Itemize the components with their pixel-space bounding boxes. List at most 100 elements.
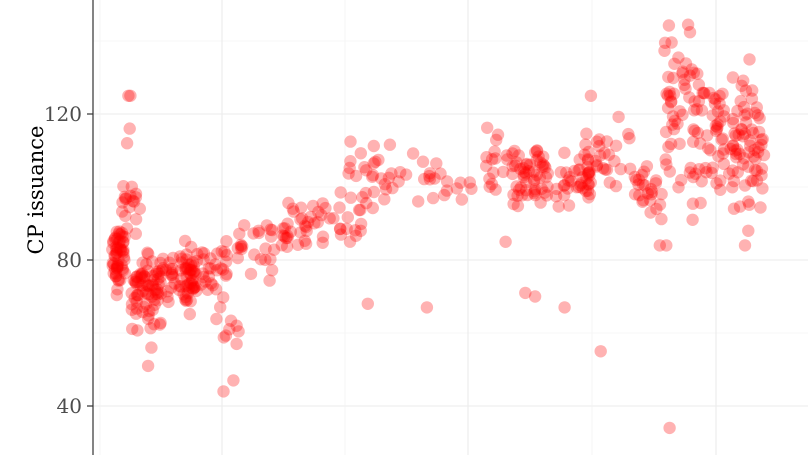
data-point bbox=[501, 153, 514, 166]
data-point bbox=[296, 212, 309, 225]
data-point bbox=[107, 257, 121, 271]
data-point bbox=[367, 185, 381, 199]
data-point bbox=[709, 93, 722, 106]
data-point bbox=[183, 307, 196, 321]
data-point bbox=[608, 154, 621, 168]
data-point bbox=[687, 170, 700, 184]
data-point bbox=[109, 267, 123, 280]
data-point bbox=[480, 151, 493, 164]
data-point bbox=[728, 127, 741, 140]
data-point bbox=[343, 161, 356, 175]
data-point bbox=[131, 324, 144, 337]
data-point bbox=[751, 145, 765, 159]
data-point bbox=[354, 203, 367, 217]
data-point bbox=[737, 152, 751, 165]
data-point bbox=[572, 180, 585, 194]
data-point bbox=[190, 284, 203, 298]
data-point bbox=[693, 163, 706, 176]
data-point bbox=[367, 139, 380, 153]
data-point bbox=[481, 121, 494, 134]
data-point bbox=[520, 184, 533, 197]
data-point bbox=[118, 190, 132, 203]
data-point bbox=[649, 177, 662, 190]
data-point bbox=[138, 270, 151, 283]
data-point bbox=[692, 95, 706, 108]
data-point bbox=[520, 158, 533, 171]
data-point bbox=[416, 155, 430, 168]
data-point bbox=[538, 159, 551, 173]
data-point bbox=[298, 219, 312, 232]
data-point bbox=[182, 258, 195, 271]
data-point bbox=[279, 231, 293, 245]
data-point bbox=[119, 192, 133, 205]
data-point bbox=[450, 182, 464, 195]
data-point bbox=[161, 290, 174, 304]
data-point bbox=[217, 385, 230, 398]
y-tick-label: 120 bbox=[44, 102, 82, 126]
data-point bbox=[552, 200, 565, 213]
data-point bbox=[117, 243, 130, 257]
data-point bbox=[730, 151, 743, 164]
data-point bbox=[755, 162, 769, 175]
data-point bbox=[753, 112, 766, 125]
data-point bbox=[267, 243, 281, 256]
data-point bbox=[454, 176, 467, 189]
data-point bbox=[550, 182, 563, 196]
data-point bbox=[140, 279, 154, 292]
data-point bbox=[323, 212, 336, 225]
data-point bbox=[724, 142, 737, 156]
data-point bbox=[187, 281, 200, 295]
data-point bbox=[530, 168, 543, 182]
data-point bbox=[230, 337, 243, 351]
data-point bbox=[349, 224, 362, 237]
data-point bbox=[130, 295, 143, 309]
data-point bbox=[687, 104, 701, 117]
data-point bbox=[185, 240, 198, 254]
data-point bbox=[130, 302, 143, 315]
data-point bbox=[180, 293, 194, 306]
data-point bbox=[145, 290, 158, 303]
data-point bbox=[142, 309, 155, 322]
data-point bbox=[352, 203, 366, 217]
data-point bbox=[593, 149, 607, 162]
data-point bbox=[644, 183, 658, 196]
data-point bbox=[748, 143, 761, 157]
data-point bbox=[560, 166, 573, 179]
data-point bbox=[287, 205, 300, 218]
data-point bbox=[152, 278, 165, 291]
data-point bbox=[488, 145, 501, 158]
data-point bbox=[202, 262, 215, 275]
data-point bbox=[135, 268, 148, 281]
data-point bbox=[507, 188, 520, 201]
data-point bbox=[134, 269, 148, 282]
data-point bbox=[528, 185, 542, 198]
data-point bbox=[138, 270, 151, 283]
data-point bbox=[735, 79, 748, 93]
data-point bbox=[743, 198, 756, 211]
data-point bbox=[590, 135, 604, 148]
data-point bbox=[163, 256, 176, 269]
data-point bbox=[333, 222, 347, 235]
data-point bbox=[107, 236, 120, 250]
data-point bbox=[742, 160, 755, 173]
data-point bbox=[558, 146, 571, 159]
data-point bbox=[155, 264, 169, 277]
data-point bbox=[145, 341, 158, 354]
data-point bbox=[480, 159, 493, 173]
data-point bbox=[716, 87, 729, 101]
data-point bbox=[147, 274, 160, 287]
data-point bbox=[230, 319, 243, 332]
data-point bbox=[360, 196, 373, 210]
data-point bbox=[584, 89, 598, 103]
data-point bbox=[195, 246, 209, 259]
data-point bbox=[672, 51, 685, 64]
data-point bbox=[712, 150, 725, 163]
data-point bbox=[112, 273, 125, 286]
data-point bbox=[614, 162, 627, 176]
data-point bbox=[146, 279, 160, 292]
data-point bbox=[599, 163, 612, 176]
data-point bbox=[713, 89, 726, 103]
data-point bbox=[146, 303, 159, 317]
data-point bbox=[118, 230, 131, 244]
data-point bbox=[379, 183, 393, 196]
